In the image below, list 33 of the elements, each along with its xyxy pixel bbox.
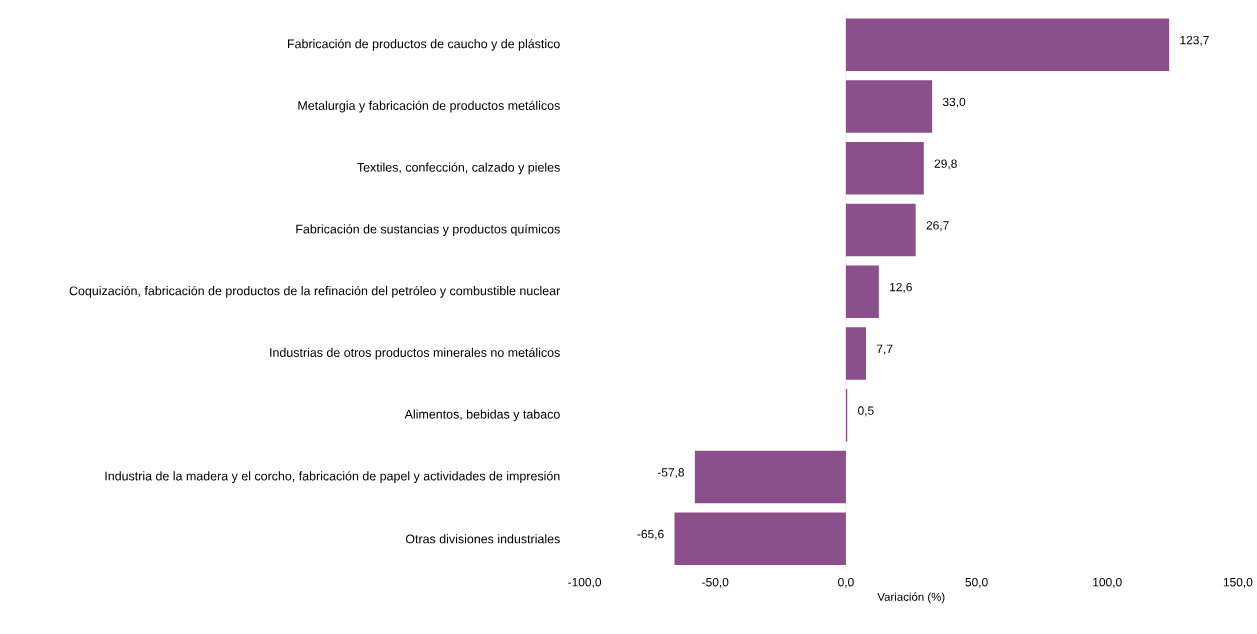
- bar: [845, 80, 933, 133]
- y-tick-label: Otras divisiones industriales: [405, 534, 560, 544]
- bar: [845, 141, 924, 195]
- bar: [845, 327, 867, 380]
- y-tick-label: Fabricación de productos de caucho y de plástico: [288, 38, 560, 51]
- y-tick-label: Metalurgia y fabricación de productos metálicos: [298, 100, 560, 113]
- y-tick-label: Coquización, fabricación de productos de la refinación del petróleo y combustible nuclear: [69, 285, 561, 298]
- y-tick-label: Fabricación de sustancias y productos químicos: [296, 224, 560, 236]
- x-tick-label: 150,0: [1223, 577, 1253, 588]
- y-tick-label: Industria de la madera y el corcho, fabricación de papel y actividades de impresión: [105, 470, 560, 483]
- bar: [674, 512, 846, 565]
- data-label: 123,7: [1180, 35, 1209, 46]
- data-label: 33,0: [942, 97, 966, 108]
- x-axis-title: Variación (%): [877, 592, 945, 603]
- bar: [845, 265, 879, 318]
- y-tick-label: Industrias de otros productos minerales no metálicos: [270, 347, 560, 360]
- data-label: -65,6: [637, 529, 664, 540]
- y-tick-label: Textiles, confección, calzado y pieles: [357, 162, 560, 174]
- data-label: 26,7: [926, 220, 949, 231]
- bar: [845, 18, 1170, 71]
- x-tick-label: 50,0: [965, 577, 988, 588]
- data-label: 12,6: [890, 282, 912, 293]
- bar: [845, 203, 916, 257]
- y-tick-label: Alimentos, bebidas y tabaco: [404, 409, 560, 421]
- data-label: 0,5: [858, 406, 874, 417]
- x-tick-label: 0,0: [838, 577, 854, 588]
- x-tick-label: 100,0: [1093, 577, 1122, 588]
- x-tick-label: -50,0: [702, 577, 729, 588]
- data-label: -57,8: [657, 467, 685, 478]
- x-tick-label: -100,0: [568, 577, 602, 588]
- data-label: 29,8: [934, 159, 957, 170]
- bar: [694, 450, 846, 504]
- data-label: 7,7: [876, 344, 893, 355]
